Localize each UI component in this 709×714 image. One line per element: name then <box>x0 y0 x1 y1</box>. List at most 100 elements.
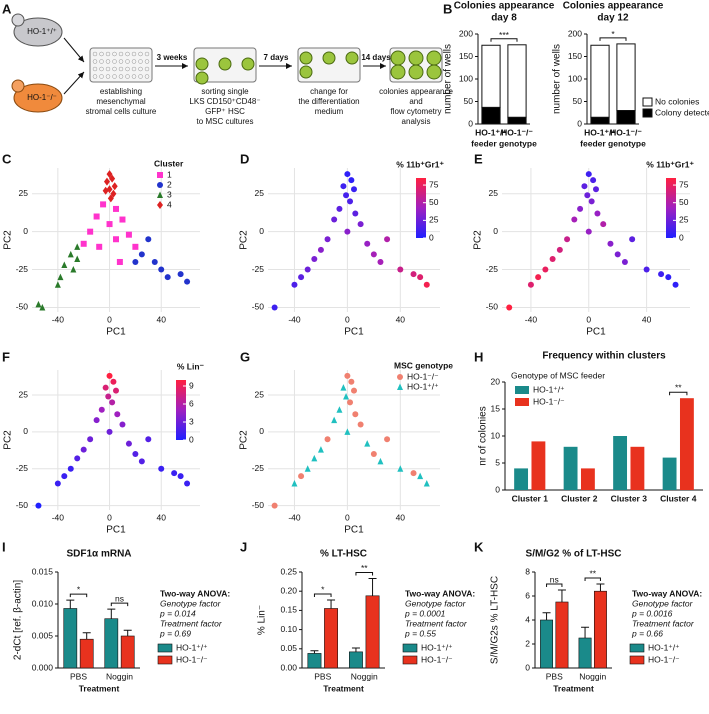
point <box>39 303 46 311</box>
legend-label: HO-1⁺/⁺ <box>648 642 680 652</box>
well <box>144 66 150 72</box>
y-tick-label: 0.005 <box>32 630 54 640</box>
step-label: colonies appearance <box>379 87 453 96</box>
y-tick-label: -25 <box>486 264 499 274</box>
significance-bracket <box>599 37 627 41</box>
point <box>343 192 350 199</box>
x-tick-label: HO-1⁻/⁻ <box>610 127 642 137</box>
point <box>549 255 556 262</box>
error-bar <box>351 647 360 652</box>
significance-label: *** <box>499 30 510 40</box>
point <box>417 472 424 480</box>
y-tick-label: 0 <box>23 426 28 436</box>
significance-bracket <box>110 602 129 607</box>
y-tick-label: 0 <box>493 226 498 236</box>
well <box>138 66 143 72</box>
point <box>109 174 116 183</box>
step-label: stromal cells culture <box>86 107 157 116</box>
point <box>410 470 417 477</box>
point <box>80 446 87 453</box>
point <box>340 384 347 391</box>
x-axis-label: PC1 <box>344 327 364 338</box>
x-axis-label: feeder genotype <box>580 138 646 148</box>
point <box>93 417 100 424</box>
error-bar <box>327 599 336 609</box>
y-tick-label: 25 <box>19 188 29 198</box>
well <box>125 51 130 57</box>
error-bar <box>557 589 566 602</box>
point <box>331 216 338 223</box>
well <box>105 51 111 57</box>
diagram: HO-1⁺/⁺ HO-1⁻/⁻ 3 weeks 7 days 14 days <box>11 13 443 113</box>
point <box>423 479 430 487</box>
bar <box>324 608 338 669</box>
bar <box>563 446 578 490</box>
y-tick-label: -50 <box>16 500 29 510</box>
legend-label: HO-1⁻/⁻ <box>648 654 680 664</box>
point <box>106 428 113 435</box>
well <box>118 59 124 64</box>
plate <box>89 47 153 83</box>
point <box>351 186 357 193</box>
point <box>397 266 404 273</box>
point <box>377 258 384 265</box>
legend-swatch <box>629 655 645 665</box>
well <box>92 59 98 64</box>
mouse-label: HO-1⁺/⁺ <box>27 27 57 36</box>
colorbar-tick-label: 75 <box>679 179 689 189</box>
point <box>116 258 123 265</box>
point <box>298 473 305 480</box>
well <box>144 74 150 79</box>
bar <box>63 608 78 669</box>
x-tick-label: 0 <box>345 512 350 522</box>
bar-segment <box>507 116 527 125</box>
point <box>357 221 364 228</box>
point <box>588 198 595 205</box>
chart-title: day 12 <box>597 13 629 24</box>
error-bar <box>368 578 377 596</box>
step-label: flow cytometry <box>390 107 441 116</box>
point <box>577 205 584 212</box>
point <box>317 246 324 253</box>
well <box>131 51 137 57</box>
arrow <box>63 37 85 63</box>
point <box>410 271 417 278</box>
x-tick-label: 0 <box>107 314 112 324</box>
well <box>105 74 111 79</box>
point <box>506 304 513 311</box>
point <box>102 186 109 195</box>
point <box>298 274 305 281</box>
point <box>138 458 145 465</box>
error-bar <box>82 632 91 640</box>
point <box>291 479 298 487</box>
point <box>291 281 298 288</box>
x-tick-label: Cluster 1 <box>512 493 549 503</box>
point <box>164 274 171 281</box>
chart-title: Colonies appearance <box>454 1 555 12</box>
step-label: change for <box>310 87 348 96</box>
y-axis-label: % Lin⁻ <box>257 605 268 635</box>
bar-segment <box>481 44 501 108</box>
step-label: establishing <box>100 87 142 96</box>
anova-text: p = 0.69 <box>159 628 191 638</box>
y-tick-label: 0 <box>577 118 582 128</box>
x-tick-label: 40 <box>396 314 406 324</box>
x-tick-label: Cluster 4 <box>660 493 697 503</box>
legend-label: HO-1⁻/⁻ <box>533 396 565 406</box>
significance-label: ** <box>675 382 682 392</box>
colorbar-tick-label: 6 <box>189 398 194 408</box>
legend-marker <box>157 172 163 178</box>
legend-swatch <box>402 655 418 665</box>
x-tick-label: PBS <box>314 671 331 681</box>
mouse-wt <box>13 17 63 47</box>
y-tick-label: 15 <box>491 403 501 413</box>
x-tick-label: PBS <box>546 671 563 681</box>
significance-bracket <box>313 593 332 598</box>
bar-segment <box>616 110 636 125</box>
well <box>118 74 124 79</box>
well <box>92 74 98 79</box>
x-axis-label: Treatment <box>553 683 594 693</box>
significance-label: * <box>321 584 325 594</box>
mouse-ear <box>11 79 25 93</box>
bar <box>531 441 546 490</box>
